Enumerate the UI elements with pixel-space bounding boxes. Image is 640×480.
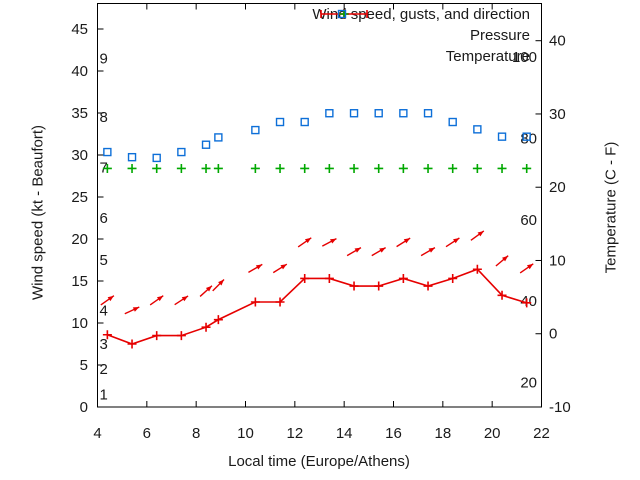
svg-text:100: 100 <box>512 49 537 66</box>
svg-text:20: 20 <box>549 179 566 196</box>
svg-text:45: 45 <box>71 21 88 38</box>
svg-text:-10: -10 <box>549 399 571 416</box>
y2-axis-title: Temperature (C - F) <box>602 141 620 274</box>
y-axis-title: Wind speed (kt - Beaufort) <box>29 124 47 301</box>
y-left-axis-ticks: 0 5 10 15 20 25 30 35 40 45 <box>71 21 104 416</box>
svg-text:12: 12 <box>286 425 303 442</box>
svg-text:8: 8 <box>100 109 108 126</box>
fahrenheit-scale-labels: 20 40 60 80 100 <box>512 49 537 392</box>
svg-text:22: 22 <box>533 425 550 442</box>
legend-item-pressure-label: Pressure <box>469 27 530 44</box>
svg-text:20: 20 <box>484 425 501 442</box>
svg-text:1: 1 <box>100 386 108 403</box>
legend-item-pressure: Pressure <box>339 9 530 46</box>
svg-text:40: 40 <box>71 63 88 80</box>
svg-text:2: 2 <box>100 361 108 378</box>
svg-text:6: 6 <box>143 425 151 442</box>
wind-series <box>102 264 532 349</box>
legend-item-temperature: Temperature <box>338 9 530 67</box>
temperature-square-sample-icon <box>338 9 347 19</box>
svg-text:18: 18 <box>434 425 451 442</box>
plot-border <box>97 3 542 408</box>
temperature-series <box>103 109 531 163</box>
legend: Wind speed, gusts, and direction Pressur… <box>312 4 530 67</box>
pressure-series <box>102 163 532 173</box>
y-right-axis-ticks: -10 0 10 20 30 40 <box>535 33 571 416</box>
svg-text:6: 6 <box>100 210 108 227</box>
svg-text:20: 20 <box>520 375 537 392</box>
svg-text:25: 25 <box>71 189 88 206</box>
svg-text:40: 40 <box>520 293 537 310</box>
svg-text:8: 8 <box>192 425 200 442</box>
svg-text:5: 5 <box>80 357 88 374</box>
svg-text:15: 15 <box>71 273 88 290</box>
svg-text:35: 35 <box>71 105 88 122</box>
svg-text:60: 60 <box>520 212 537 229</box>
svg-text:10: 10 <box>549 252 566 269</box>
svg-text:80: 80 <box>520 130 537 147</box>
svg-text:10: 10 <box>71 315 88 332</box>
legend-item-temperature-label: Temperature <box>445 48 530 65</box>
svg-text:9: 9 <box>100 50 108 67</box>
x-axis-ticks: 4 6 8 10 12 14 16 18 20 22 <box>93 3 550 442</box>
svg-text:14: 14 <box>336 425 353 442</box>
svg-text:20: 20 <box>71 231 88 248</box>
svg-text:16: 16 <box>385 425 402 442</box>
svg-text:0: 0 <box>549 326 557 343</box>
svg-text:10: 10 <box>237 425 254 442</box>
svg-text:3: 3 <box>100 336 108 353</box>
svg-text:5: 5 <box>100 252 108 269</box>
svg-text:40: 40 <box>549 33 566 50</box>
gust-direction-arrows <box>100 230 534 315</box>
svg-text:4: 4 <box>93 425 101 442</box>
svg-text:30: 30 <box>549 106 566 123</box>
svg-text:0: 0 <box>80 399 88 416</box>
svg-text:4: 4 <box>100 302 108 319</box>
x-axis-title: Local time (Europe/Athens) <box>228 453 410 470</box>
svg-text:30: 30 <box>71 147 88 164</box>
